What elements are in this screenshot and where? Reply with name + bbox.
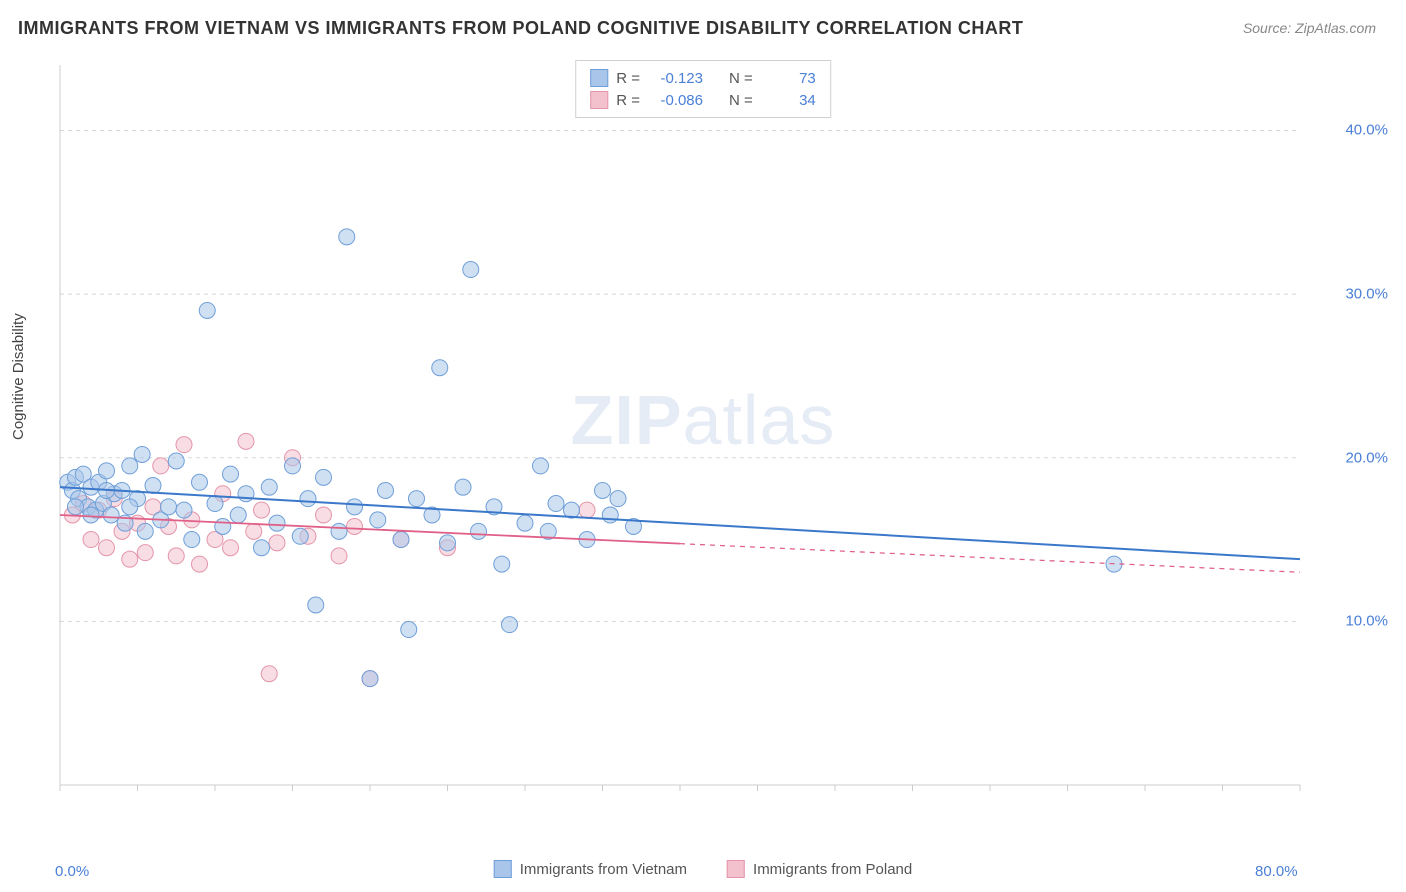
y-tick-label: 30.0% xyxy=(1345,286,1388,303)
x-tick-label: 0.0% xyxy=(55,863,89,880)
n-label: N = xyxy=(729,92,753,109)
legend-row-vietnam: R = -0.123 N = 73 xyxy=(590,67,816,89)
legend-row-poland: R = -0.086 N = 34 xyxy=(590,89,816,111)
n-value-poland: 34 xyxy=(761,92,816,109)
series-legend: Immigrants from Vietnam Immigrants from … xyxy=(494,860,913,878)
y-tick-label: 20.0% xyxy=(1345,449,1388,466)
y-axis-label: Cognitive Disability xyxy=(10,313,27,440)
scatter-chart xyxy=(50,55,1360,815)
y-tick-label: 40.0% xyxy=(1345,122,1388,139)
chart-svg xyxy=(50,55,1360,815)
swatch-poland xyxy=(590,91,608,109)
legend-label-poland: Immigrants from Poland xyxy=(753,861,912,878)
swatch-poland-icon xyxy=(727,860,745,878)
legend-label-vietnam: Immigrants from Vietnam xyxy=(520,861,687,878)
swatch-vietnam-icon xyxy=(494,860,512,878)
r-label: R = xyxy=(616,92,640,109)
source-attribution: Source: ZipAtlas.com xyxy=(1243,20,1376,36)
r-label: R = xyxy=(616,70,640,87)
correlation-legend: R = -0.123 N = 73 R = -0.086 N = 34 xyxy=(575,60,831,118)
y-tick-label: 10.0% xyxy=(1345,613,1388,630)
legend-item-vietnam: Immigrants from Vietnam xyxy=(494,860,687,878)
n-label: N = xyxy=(729,70,753,87)
swatch-vietnam xyxy=(590,69,608,87)
n-value-vietnam: 73 xyxy=(761,70,816,87)
legend-item-poland: Immigrants from Poland xyxy=(727,860,912,878)
chart-title: IMMIGRANTS FROM VIETNAM VS IMMIGRANTS FR… xyxy=(18,18,1023,39)
r-value-vietnam: -0.123 xyxy=(648,70,703,87)
x-tick-label: 80.0% xyxy=(1255,863,1298,880)
r-value-poland: -0.086 xyxy=(648,92,703,109)
